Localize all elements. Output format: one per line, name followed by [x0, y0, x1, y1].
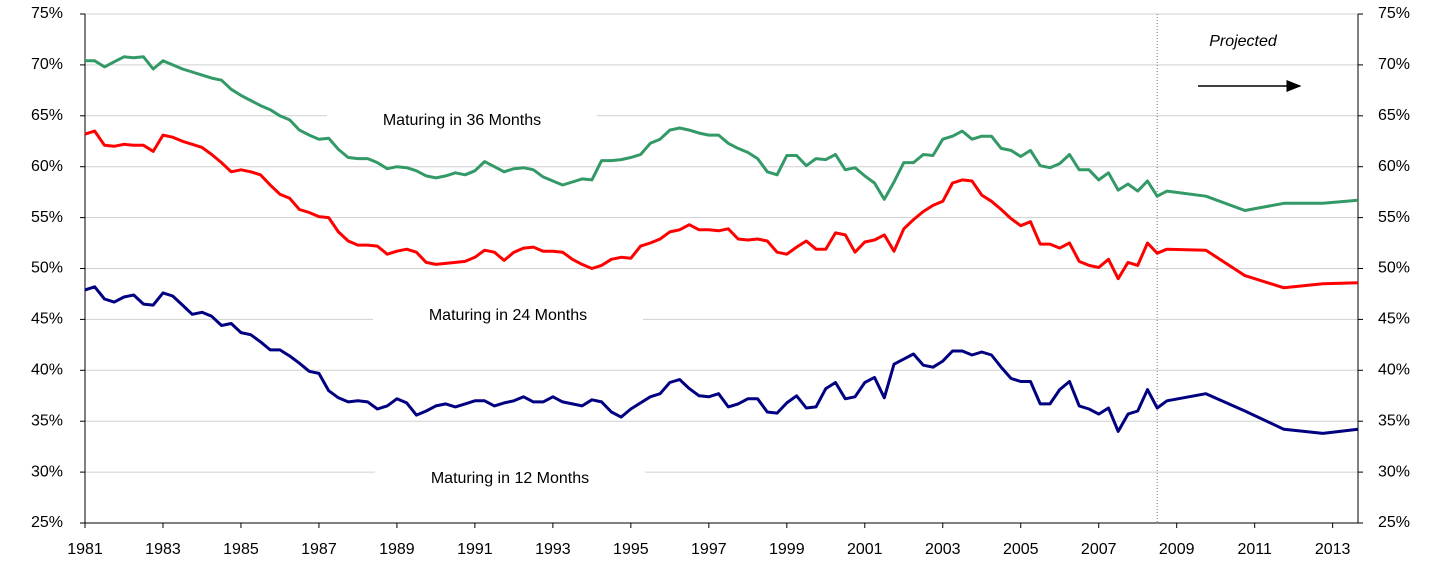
y2-tick-label: 40% — [1378, 362, 1410, 379]
y2-tick-label: 70% — [1378, 56, 1410, 73]
x-tick-label: 1981 — [67, 541, 103, 558]
x-tick-label: 2007 — [1081, 541, 1117, 558]
y-tick-label: 65% — [31, 107, 63, 124]
y2-tick-label: 50% — [1378, 260, 1410, 277]
y-tick-label: 25% — [31, 514, 63, 531]
y2-tick-label: 35% — [1378, 412, 1410, 429]
x-tick-label: 1985 — [223, 541, 259, 558]
label-box — [327, 109, 597, 133]
x-tick-label: 1997 — [691, 541, 727, 558]
x-tick-label: 1993 — [535, 541, 571, 558]
annotation: Projected — [1209, 33, 1278, 50]
x-tick-label: 2011 — [1237, 541, 1272, 558]
series-line — [85, 55, 1359, 212]
x-tick-label: 2013 — [1315, 541, 1351, 558]
series-label: Maturing in 24 Months — [429, 307, 587, 324]
x-tick-label: 1999 — [769, 541, 805, 558]
label-box — [375, 467, 645, 491]
y-tick-label: 30% — [31, 463, 63, 480]
x-tick-label: 2001 — [847, 541, 883, 558]
y2-tick-label: 65% — [1378, 107, 1410, 124]
y2-tick-label: 45% — [1378, 311, 1410, 328]
x-tick-label: 2005 — [1003, 541, 1039, 558]
y-tick-label: 55% — [31, 209, 63, 226]
y2-tick-label: 75% — [1378, 5, 1410, 22]
x-tick-label: 1983 — [145, 541, 181, 558]
y-tick-label: 70% — [31, 56, 63, 73]
y-tick-label: 35% — [31, 412, 63, 429]
y2-tick-label: 30% — [1378, 463, 1410, 480]
x-tick-label: 2009 — [1159, 541, 1195, 558]
y2-tick-label: 60% — [1378, 158, 1410, 175]
series-label: Maturing in 12 Months — [431, 470, 589, 487]
y-tick-label: 40% — [31, 362, 63, 379]
y-tick-label: 45% — [31, 311, 63, 328]
y-tick-label: 75% — [31, 5, 63, 22]
x-tick-label: 1995 — [613, 541, 649, 558]
x-tick-label: 1987 — [301, 541, 337, 558]
series-line — [84, 129, 1359, 290]
y2-tick-label: 55% — [1378, 209, 1410, 226]
x-tick-label: 1991 — [457, 541, 493, 558]
series-line — [84, 285, 1359, 435]
series-label: Maturing in 36 Months — [383, 112, 541, 129]
label-box — [373, 304, 643, 328]
y-tick-label: 60% — [31, 158, 63, 175]
y-tick-label: 50% — [31, 260, 63, 277]
x-tick-label: 2003 — [925, 541, 961, 558]
y2-tick-label: 25% — [1378, 514, 1410, 531]
x-tick-label: 1989 — [379, 541, 415, 558]
